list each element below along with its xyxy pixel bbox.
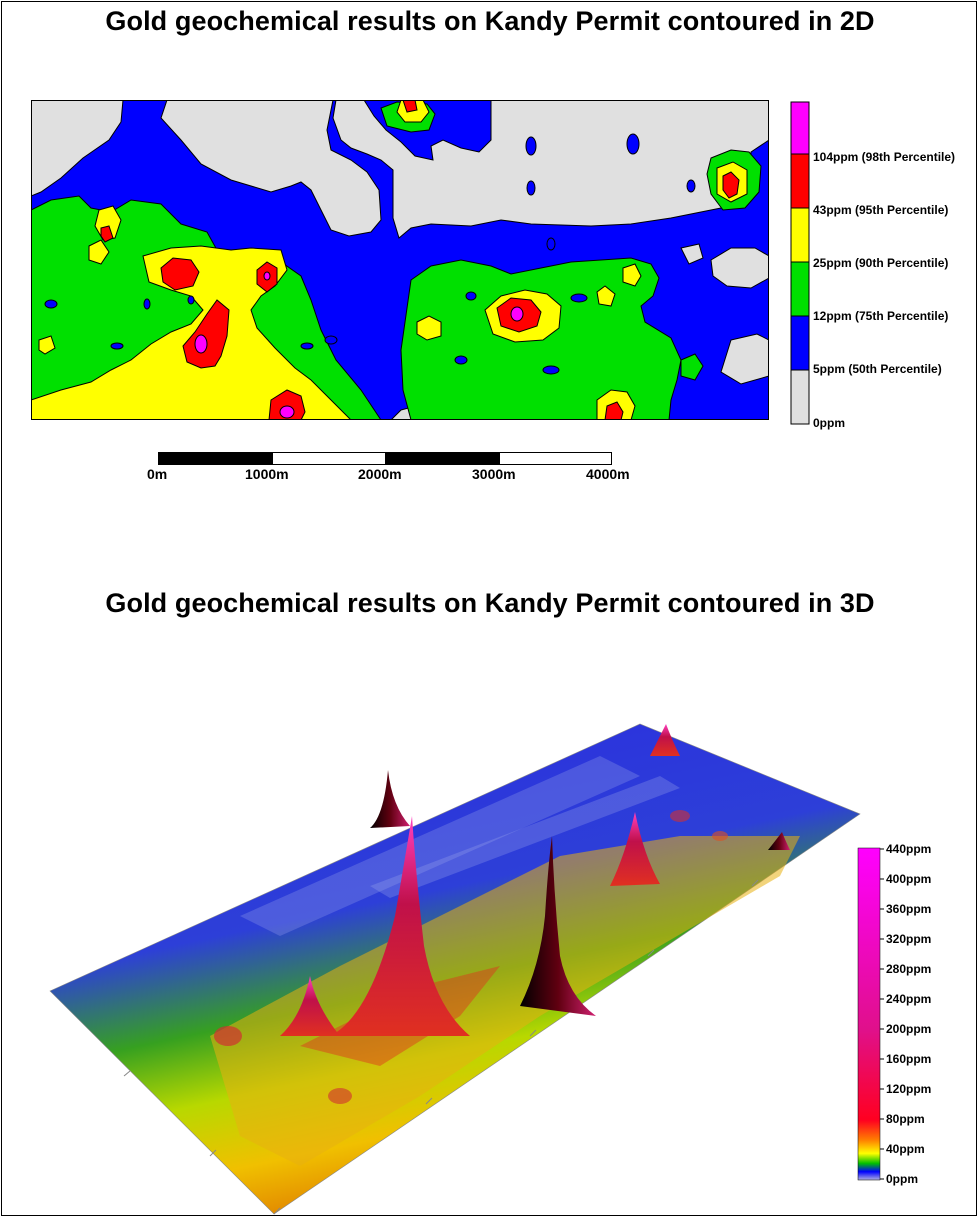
legend-3d-label: 160ppm [886,1052,932,1066]
contour-104ppm-zone [279,405,295,419]
legend-label-0ppm: 0ppm [813,416,846,430]
legend-swatch-104ppm [790,101,810,155]
legend-label-104ppm: 104ppm (98th Percentile) [813,150,956,164]
contour-5ppm-island [526,180,536,196]
scale-label-2000m: 2000m [358,466,402,482]
legend-3d-label: 440ppm [886,842,932,856]
contour-0ppm-zone [680,243,704,265]
surface-3d [49,723,861,1215]
peak-back [370,770,410,828]
contour-5ppm-island [44,299,58,309]
contour-104ppm-zone [510,306,524,322]
peak-right [610,812,660,886]
contour-map-2d [31,100,769,420]
contour-5ppm-island [686,179,696,193]
legend-swatch-12ppm [790,261,810,317]
legend-swatch-0ppm [790,369,810,425]
legend-swatch-25ppm [790,207,810,263]
contour-0ppm-zone [160,100,382,237]
legend-3d-label: 280ppm [886,962,932,976]
legend-2d-colorbar [790,101,810,425]
legend-3d-label: 40ppm [886,1142,925,1156]
peak-sharp [520,836,596,1016]
legend-label-43ppm: 43ppm (95th Percentile) [813,203,949,217]
contour-0ppm-zone [710,247,769,289]
legend-label-25ppm: 25ppm (90th Percentile) [813,256,949,270]
contour-43ppm-zone [604,401,624,420]
contour-104ppm-zone [263,271,271,281]
peak-far [650,724,680,756]
contour-25ppm-zone [88,239,110,265]
contour-0ppm-zone [31,100,124,197]
scale-label-0m: 0m [147,466,168,482]
legend-3d-label: 400ppm [886,872,932,886]
contour-25ppm-zone [596,285,616,307]
contour-43ppm-zone [100,225,114,243]
peak-left [280,976,340,1036]
map-3d-title: Gold geochemical results on Kandy Permit… [105,588,875,618]
contour-5ppm-island [143,298,151,310]
contour-5ppm-island [525,136,537,156]
contour-5ppm-island [626,133,640,155]
legend-3d-label: 0ppm [886,1172,919,1186]
contour-43ppm-zone [268,389,306,420]
contour-25ppm-zone [622,263,642,287]
contour-25ppm-zone [416,315,442,341]
scale-label-4000m: 4000m [586,466,630,482]
contour-43ppm-zone [182,299,230,369]
legend-3d-label: 120ppm [886,1082,932,1096]
contour-104ppm-zone [194,334,208,354]
map-2d-title: Gold geochemical results on Kandy Permit… [105,6,875,36]
contour-5ppm-island [546,237,556,251]
contour-5ppm-island [187,295,195,305]
legend-3d-label: 80ppm [886,1112,925,1126]
scale-bar [158,452,612,465]
contour-43ppm-zone [160,257,200,291]
contour-5ppm-island [570,293,588,303]
legend-3d-label: 320ppm [886,932,932,946]
legend-swatch-43ppm [790,153,810,209]
legend-3d-colorbar [857,847,884,1181]
legend-swatch-5ppm [790,315,810,371]
contour-5ppm-island [542,365,560,375]
scale-label-3000m: 3000m [472,466,516,482]
contour-5ppm-island [465,291,477,301]
legend-3d-label: 240ppm [886,992,932,1006]
surface-anomaly-zone [210,836,800,1166]
peak-large [330,816,470,1036]
contour-5ppm-island [110,342,124,350]
contour-5ppm-island [324,335,338,345]
legend-label-5ppm: 5ppm (50th Percentile) [813,362,942,376]
scale-label-1000m: 1000m [245,466,289,482]
contour-0ppm-zone [720,333,769,385]
contour-5ppm-island [454,355,468,365]
peak-edge [768,832,790,850]
legend-label-12ppm: 12ppm (75th Percentile) [813,309,949,323]
contour-12ppm-zone [680,353,704,381]
legend-3d-label: 360ppm [886,902,932,916]
contour-25ppm-zone [31,245,352,420]
legend-3d-label: 200ppm [886,1022,932,1036]
contour-25ppm-zone [38,335,56,355]
contour-43ppm-zone [722,171,740,199]
contour-5ppm-island [300,342,314,350]
contour-43ppm-zone [402,100,418,113]
